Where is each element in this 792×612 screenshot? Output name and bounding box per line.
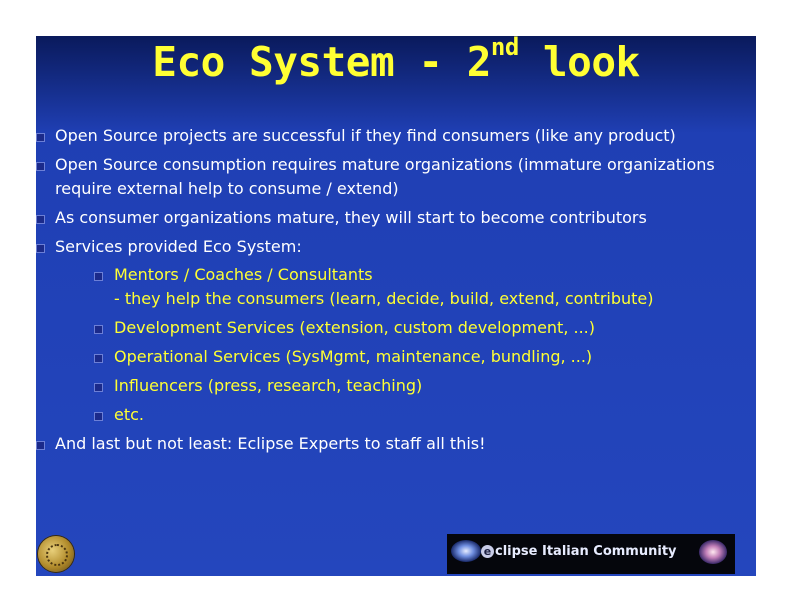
bullet-text: Services provided Eco System: [55, 237, 302, 256]
sub-bullet-item: Development Services (extension, custom … [55, 316, 756, 340]
university-seal-logo [38, 536, 74, 572]
bullet-text: As consumer organizations mature, they w… [55, 208, 647, 227]
title-main: Eco System - 2 [152, 38, 491, 86]
bullet-item: Services provided Eco System: Mentors / … [36, 235, 756, 427]
bullet-text: Open Source projects are successful if t… [55, 126, 676, 145]
square-bullet-icon [94, 412, 103, 421]
sub-bullet-item: Mentors / Coaches / Consultants - they h… [55, 263, 756, 311]
square-bullet-icon [94, 354, 103, 363]
square-bullet-icon [36, 133, 45, 142]
bullet-item: As consumer organizations mature, they w… [36, 206, 756, 230]
square-bullet-icon [94, 325, 103, 334]
galaxy-icon [451, 540, 481, 562]
banner-label: clipse Italian Community [495, 544, 677, 559]
eclipse-e-logo-icon: e [481, 545, 494, 558]
sub-bullet-text: Development Services (extension, custom … [114, 318, 595, 337]
eclipse-italian-community-banner: e clipse Italian Community [447, 534, 735, 574]
sub-bullet-item: Influencers (press, research, teaching) [55, 374, 756, 398]
sub-bullet-text: Operational Services (SysMgmt, maintenan… [114, 347, 593, 366]
slide-title: Eco System - 2nd look [36, 36, 756, 86]
square-bullet-icon [36, 162, 45, 171]
title-superscript: nd [490, 36, 519, 62]
banner-text: e clipse Italian Community [481, 544, 677, 559]
bullet-list: Open Source projects are successful if t… [36, 124, 756, 461]
bullet-item: Open Source consumption requires mature … [36, 153, 756, 201]
galaxy-icon [699, 540, 727, 564]
bullet-text: Open Source consumption requires mature … [55, 155, 715, 198]
bullet-text: And last but not least: Eclipse Experts … [55, 434, 486, 453]
sub-bullet-item: Operational Services (SysMgmt, maintenan… [55, 345, 756, 369]
square-bullet-icon [94, 272, 103, 281]
square-bullet-icon [36, 441, 45, 450]
bullet-item: Open Source projects are successful if t… [36, 124, 756, 148]
slide: Eco System - 2nd look Open Source projec… [36, 36, 756, 576]
sub-bullet-text-line2: - they help the consumers (learn, decide… [114, 289, 654, 308]
square-bullet-icon [94, 383, 103, 392]
sub-bullet-list: Mentors / Coaches / Consultants - they h… [55, 263, 756, 427]
sub-bullet-text: Influencers (press, research, teaching) [114, 376, 423, 395]
sub-bullet-text: Mentors / Coaches / Consultants [114, 265, 373, 284]
sub-bullet-item: etc. [55, 403, 756, 427]
sub-bullet-text: etc. [114, 405, 144, 424]
square-bullet-icon [36, 215, 45, 224]
title-tail: look [518, 38, 640, 86]
square-bullet-icon [36, 244, 45, 253]
bullet-item: And last but not least: Eclipse Experts … [36, 432, 756, 456]
